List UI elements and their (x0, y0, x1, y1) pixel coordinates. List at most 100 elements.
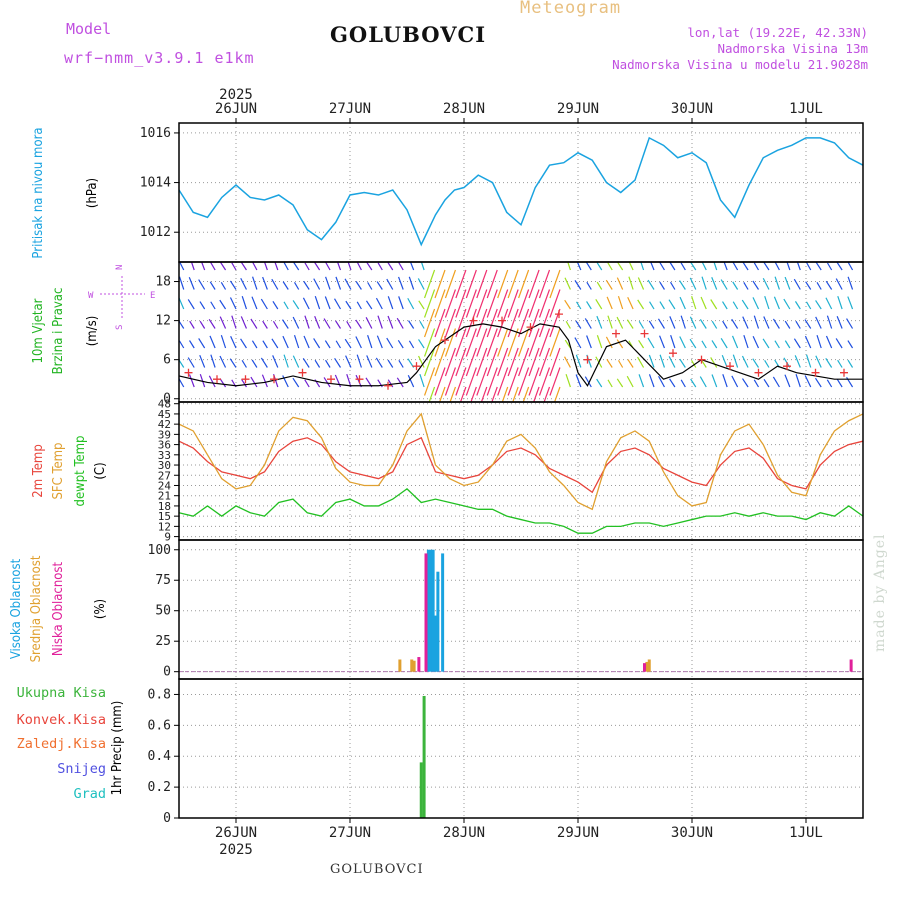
wind-barb (658, 262, 665, 271)
y-tick-label: 39 (158, 428, 171, 441)
wind-barb (325, 276, 331, 290)
wind-barb (366, 355, 373, 368)
wind-barb (616, 378, 624, 388)
wind-barb (387, 262, 394, 271)
compass-west: W (88, 291, 94, 301)
wind-barb (179, 276, 185, 290)
wind-barb (240, 278, 247, 290)
wind-barb (199, 354, 206, 368)
wind-barb (549, 347, 561, 377)
wind-barb (847, 276, 854, 290)
wind-barb (669, 262, 676, 271)
wind-barb (465, 269, 477, 299)
wind-barb (772, 376, 780, 388)
wind-barb (282, 335, 289, 349)
wind-barb (518, 347, 530, 377)
wind-barb (251, 262, 258, 271)
wind-barb (774, 262, 780, 271)
wind-barb (507, 308, 519, 338)
wind-barb (596, 378, 603, 388)
wind-barb (497, 328, 509, 357)
wind-barb (444, 269, 457, 299)
wind-barb (763, 378, 770, 388)
wind-barb (528, 367, 540, 396)
x-day-label-top: 27JUN (329, 101, 371, 117)
wind-gust-mark (213, 375, 221, 384)
wind-barb (606, 296, 613, 310)
x-day-label-bottom: 1JUL (789, 825, 823, 841)
wind-ylabel-2: Brzina i Pravac (51, 288, 66, 375)
wind-barb (648, 354, 655, 368)
wind-barb (229, 297, 237, 310)
wind-barb (356, 301, 362, 310)
cloud-bar-high (426, 549, 430, 672)
wind-barb (365, 262, 373, 271)
wind-barb (721, 354, 728, 368)
wind-barb (647, 279, 655, 290)
wind-barb (605, 336, 613, 349)
wind-barb (836, 379, 843, 388)
wind-barb (764, 295, 770, 310)
wind-barb (847, 359, 854, 368)
wind-ylabel-1: 10m Vjetar (31, 298, 46, 363)
precip-legend-item: Grad (73, 786, 106, 802)
wind-barb (434, 269, 446, 299)
wind-barb (262, 340, 268, 349)
wind-barb (596, 315, 603, 329)
wind-barb (345, 355, 352, 368)
x-day-label-bottom: 29JUN (557, 825, 599, 841)
wind-barb (826, 379, 833, 388)
wind-barb (418, 355, 425, 368)
wind-barb (518, 367, 530, 396)
wind-gust-mark (612, 329, 620, 338)
wind-barb (847, 296, 854, 310)
wind-barb (628, 276, 634, 290)
wind-barb (763, 316, 770, 329)
wind-barb (638, 320, 645, 329)
wind-barb (794, 355, 801, 368)
wind-barb (722, 374, 728, 388)
y-tick-label: 0.8 (148, 687, 171, 702)
y-tick-label: 1012 (140, 225, 171, 240)
wind-barb (564, 299, 571, 310)
wind-barb (700, 296, 707, 310)
wind-barb (752, 280, 760, 290)
wind-barb (596, 281, 603, 290)
wind-barb (584, 318, 592, 329)
wind-barb (741, 355, 749, 368)
wind-barb (230, 335, 237, 349)
wind-barb (669, 316, 676, 329)
wind-barb (220, 334, 227, 349)
wind-barb (262, 276, 268, 290)
wind-barb (313, 278, 321, 290)
wind-barb (512, 386, 519, 402)
y-tick-label: 50 (155, 604, 171, 619)
wind-gust-mark (441, 336, 449, 345)
wind-barb (260, 357, 268, 368)
wind-barb (584, 376, 592, 388)
wind-barb (355, 336, 362, 349)
panel-frame (178, 122, 864, 263)
wind-barb (465, 328, 477, 357)
wind-barb (670, 334, 676, 349)
y-tick-label: 27 (158, 469, 171, 482)
wind-barb (188, 276, 195, 290)
wind-barb (179, 340, 185, 349)
wind-barb (804, 375, 812, 388)
y-tick-label: 0.2 (148, 780, 171, 795)
wind-barb (365, 300, 373, 310)
wind-barb (836, 316, 843, 329)
wind-barb (241, 379, 247, 388)
wind-barb (576, 301, 582, 310)
wind-barb (762, 277, 770, 290)
wind-gust-mark (270, 375, 278, 384)
wind-barb (567, 262, 571, 271)
model-name: wrf−nmm_v3.9.1 e1km (64, 49, 255, 67)
wind-barb (476, 328, 488, 357)
y-tick-label: 18 (158, 500, 171, 513)
watermark: made by Angel (872, 533, 888, 653)
wind-barb (465, 367, 477, 396)
wind-barb (586, 281, 592, 290)
wind-barb (743, 282, 749, 290)
wind-barb (784, 340, 791, 349)
